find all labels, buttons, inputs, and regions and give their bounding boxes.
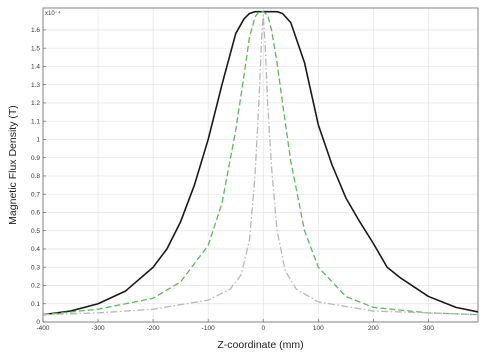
x-tick-label: -100 (202, 325, 215, 332)
y-tick-label: 1.1 (31, 118, 40, 125)
y-tick-label: 0.1 (31, 301, 40, 308)
series-line-3 (43, 15, 478, 314)
x-tick-label: 0 (261, 325, 265, 332)
x-tick-label: 200 (368, 325, 379, 332)
series-line-1 (43, 12, 478, 315)
series-line-2 (43, 12, 478, 315)
x-tick-label: 300 (423, 325, 434, 332)
y-tick-label: 1 (36, 137, 40, 144)
series-layer (43, 12, 478, 315)
x-tick-label: -300 (92, 325, 105, 332)
grid (43, 8, 478, 322)
y-tick-label: 1.2 (31, 100, 40, 107)
y-tick-label: 0 (36, 319, 40, 326)
y-tick-label: 0.6 (31, 210, 40, 217)
y-tick-label: 0.5 (31, 228, 40, 235)
x-axis: -400 -300 -200 -100 0 100 200 300 (36, 319, 434, 332)
y-tick-label: 1.6 (31, 27, 40, 34)
y-tick-label: 0.9 (31, 155, 40, 162)
y-exponent-label: x10⁻⁴ (45, 10, 61, 17)
y-tick-label: 0.2 (31, 283, 40, 290)
y-tick-label: 1.3 (31, 82, 40, 89)
plot-frame (43, 8, 478, 322)
x-tick-label: 100 (313, 325, 324, 332)
y-axis: 0 0.1 0.2 0.3 0.4 0.5 0.6 0.7 0.8 0.9 1 1.1 1.2 1.3 1.… (31, 27, 46, 326)
y-tick-label: 0.4 (31, 246, 40, 253)
x-tick-label: -200 (147, 325, 160, 332)
y-tick-label: 0.8 (31, 173, 40, 180)
x-axis-label: Z-coordinate (mm) (217, 339, 303, 351)
y-tick-label: 1.4 (31, 64, 40, 71)
y-axis-label: Magnetic Flux Density (T) (7, 105, 19, 225)
y-tick-label: 1.5 (31, 45, 40, 52)
y-tick-label: 0.3 (31, 264, 40, 271)
y-tick-label: 0.7 (31, 191, 40, 198)
